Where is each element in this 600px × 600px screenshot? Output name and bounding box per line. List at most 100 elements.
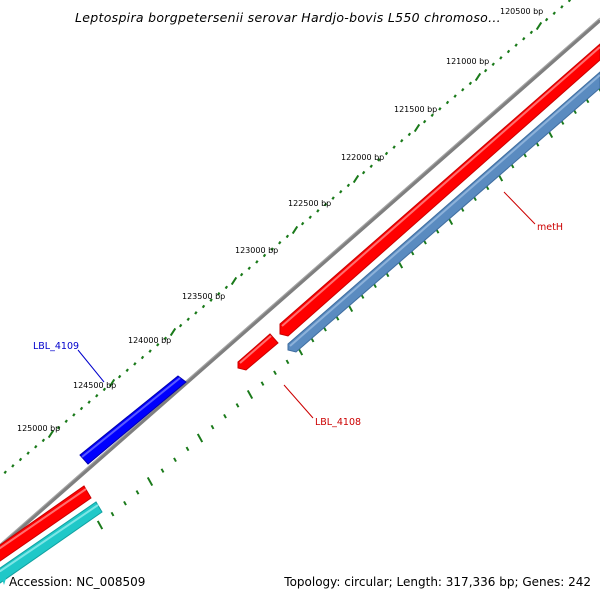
summary-text: Topology: circular; Length: 317,336 bp; … — [283, 575, 591, 589]
ruler-minor-tick — [117, 374, 122, 379]
LBL_4109-leader — [77, 349, 105, 383]
ruler-major-tick — [474, 72, 482, 82]
ruler-major-tick — [291, 225, 299, 235]
ruler-major-tick — [47, 429, 55, 439]
ruler-minor-tick — [407, 132, 412, 137]
ruler-minor-tick — [300, 221, 305, 226]
gene-cyan-bottom-left[interactable] — [0, 501, 103, 590]
ruler-minor-tick — [26, 451, 30, 455]
inner-minor-tick — [185, 446, 190, 452]
inner-tick-row — [96, 85, 600, 530]
inner-major-tick — [146, 476, 154, 487]
ruler-minor-tick — [339, 189, 343, 194]
map-title: Leptospira borgpetersenii serovar Hardjo… — [75, 10, 501, 25]
ruler-minor-tick — [422, 119, 427, 124]
inner-minor-tick — [160, 468, 165, 473]
ruler-minor-tick — [529, 30, 534, 35]
ruler-minor-tick — [79, 406, 84, 411]
ruler-minor-tick — [369, 164, 373, 169]
ruler-minor-tick — [506, 49, 511, 54]
gene-red-bottom-left[interactable] — [0, 485, 92, 568]
gene-label-metH[interactable]: metH — [537, 222, 563, 233]
ruler-minor-tick — [34, 444, 38, 449]
ruler-minor-tick — [400, 138, 404, 143]
ruler-minor-tick — [178, 323, 183, 328]
ruler-major-tick — [108, 378, 116, 388]
gene-label-LBL_4109[interactable]: LBL_4109 — [33, 341, 79, 352]
ruler-minor-tick — [323, 202, 328, 207]
gene-cyan-bottom-left-highlight — [0, 504, 99, 573]
ruler-minor-tick — [544, 17, 549, 22]
inner-major-tick — [246, 389, 254, 400]
ruler-minor-tick — [163, 336, 168, 341]
ruler-minor-tick — [95, 393, 99, 398]
ruler-major-tick — [352, 174, 360, 184]
tick-label: 121500 bp — [394, 105, 437, 114]
ruler-minor-tick — [140, 355, 145, 360]
inner-major-tick — [96, 520, 104, 530]
inner-minor-tick — [123, 500, 127, 506]
backbone-line — [0, 18, 600, 549]
ruler-minor-tick — [567, 0, 572, 3]
metH-leader — [503, 191, 536, 225]
ruler-minor-tick — [255, 260, 259, 264]
ruler-minor-tick — [87, 400, 91, 404]
inner-minor-tick — [310, 337, 315, 343]
inner-major-tick — [196, 433, 204, 443]
tick-label: 124500 bp — [73, 381, 116, 390]
gene-LBL_4109[interactable] — [79, 375, 187, 465]
tick-label: 122500 bp — [288, 199, 331, 208]
ruler-minor-tick — [285, 234, 290, 239]
tick-label: 122000 bp — [341, 153, 384, 162]
ruler-minor-tick — [239, 272, 244, 277]
gene-LBL_4108[interactable] — [237, 333, 279, 371]
ruler-minor-tick — [361, 170, 366, 175]
ruler-minor-tick — [224, 285, 229, 290]
gene-LBL_4108-highlight — [239, 335, 272, 364]
ruler-minor-tick — [491, 62, 495, 67]
gene-LBL_4109-highlight — [81, 377, 181, 458]
ruler-minor-tick — [3, 470, 7, 475]
ruler-minor-tick — [468, 81, 473, 86]
inner-minor-tick — [260, 381, 265, 386]
inner-minor-tick — [273, 370, 277, 376]
tick-label: 125000 bp — [17, 424, 60, 433]
ruler-minor-tick — [201, 304, 206, 309]
ruler-minor-tick — [430, 113, 434, 118]
ruler-minor-tick — [18, 457, 23, 462]
backbone-line-highlight — [0, 17, 600, 545]
ruler-minor-tick — [156, 342, 160, 347]
tick-label: 123000 bp — [235, 246, 278, 255]
inner-minor-tick — [285, 359, 290, 365]
ruler-minor-tick — [445, 100, 450, 105]
gene-metH-forward-highlight — [281, 46, 600, 327]
inner-minor-tick — [210, 424, 215, 430]
ruler-minor-tick — [133, 362, 137, 366]
ruler-minor-tick — [438, 107, 442, 111]
inner-minor-tick — [135, 490, 140, 495]
ruler-minor-tick — [331, 196, 335, 200]
ruler-minor-tick — [72, 413, 76, 417]
gene-metH-reverse-highlight — [289, 74, 600, 347]
ruler-minor-tick — [217, 291, 221, 296]
ruler-minor-tick — [346, 183, 351, 188]
inner-minor-tick — [110, 511, 115, 517]
ruler-minor-tick — [11, 464, 15, 468]
ruler-major-tick — [169, 327, 177, 337]
ruler-minor-tick — [308, 215, 312, 220]
ruler-major-tick — [230, 276, 238, 286]
ruler-minor-tick — [461, 87, 465, 92]
tick-label: 121000 bp — [446, 57, 489, 66]
ruler-minor-tick — [514, 43, 518, 47]
gene-cyan-bottom-left-arrow — [0, 572, 8, 585]
ruler-minor-tick — [522, 36, 526, 41]
ruler-minor-tick — [552, 11, 556, 16]
ruler-minor-tick — [194, 311, 198, 315]
gene-red-bottom-left-highlight — [0, 488, 87, 550]
gene-label-LBL_4108[interactable]: LBL_4108 — [315, 417, 361, 428]
inner-minor-tick — [235, 403, 240, 408]
ruler-minor-tick — [209, 298, 213, 302]
ruler-major-tick — [413, 123, 421, 133]
LBL_4108-leader — [283, 384, 314, 419]
